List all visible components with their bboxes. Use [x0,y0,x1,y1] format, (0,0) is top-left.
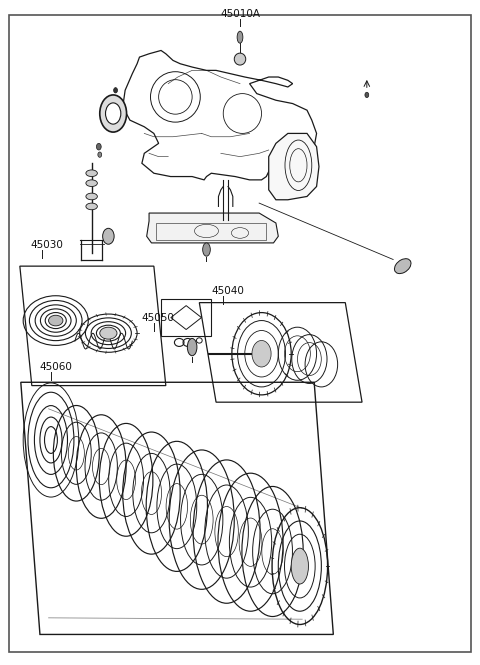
Ellipse shape [86,193,97,200]
Text: 45030: 45030 [30,239,63,249]
Circle shape [365,92,369,98]
Ellipse shape [234,53,246,65]
Ellipse shape [86,170,97,176]
Ellipse shape [106,103,121,124]
Ellipse shape [291,548,309,584]
Ellipse shape [48,315,63,326]
Text: 45040: 45040 [211,286,244,296]
Text: 45060: 45060 [39,362,72,372]
Ellipse shape [237,31,243,43]
Ellipse shape [86,203,97,209]
Ellipse shape [86,180,97,186]
Ellipse shape [100,95,127,132]
Bar [161,299,211,336]
Circle shape [98,152,102,158]
Ellipse shape [203,243,210,256]
Ellipse shape [100,327,117,339]
Ellipse shape [395,259,411,273]
Circle shape [96,144,101,150]
Bar [156,223,266,239]
Polygon shape [269,134,319,200]
Ellipse shape [252,340,271,367]
Text: 45010A: 45010A [220,9,260,19]
Polygon shape [147,213,278,243]
Text: 45050: 45050 [142,313,175,323]
Circle shape [114,88,118,93]
Circle shape [103,228,114,244]
Ellipse shape [187,338,197,356]
